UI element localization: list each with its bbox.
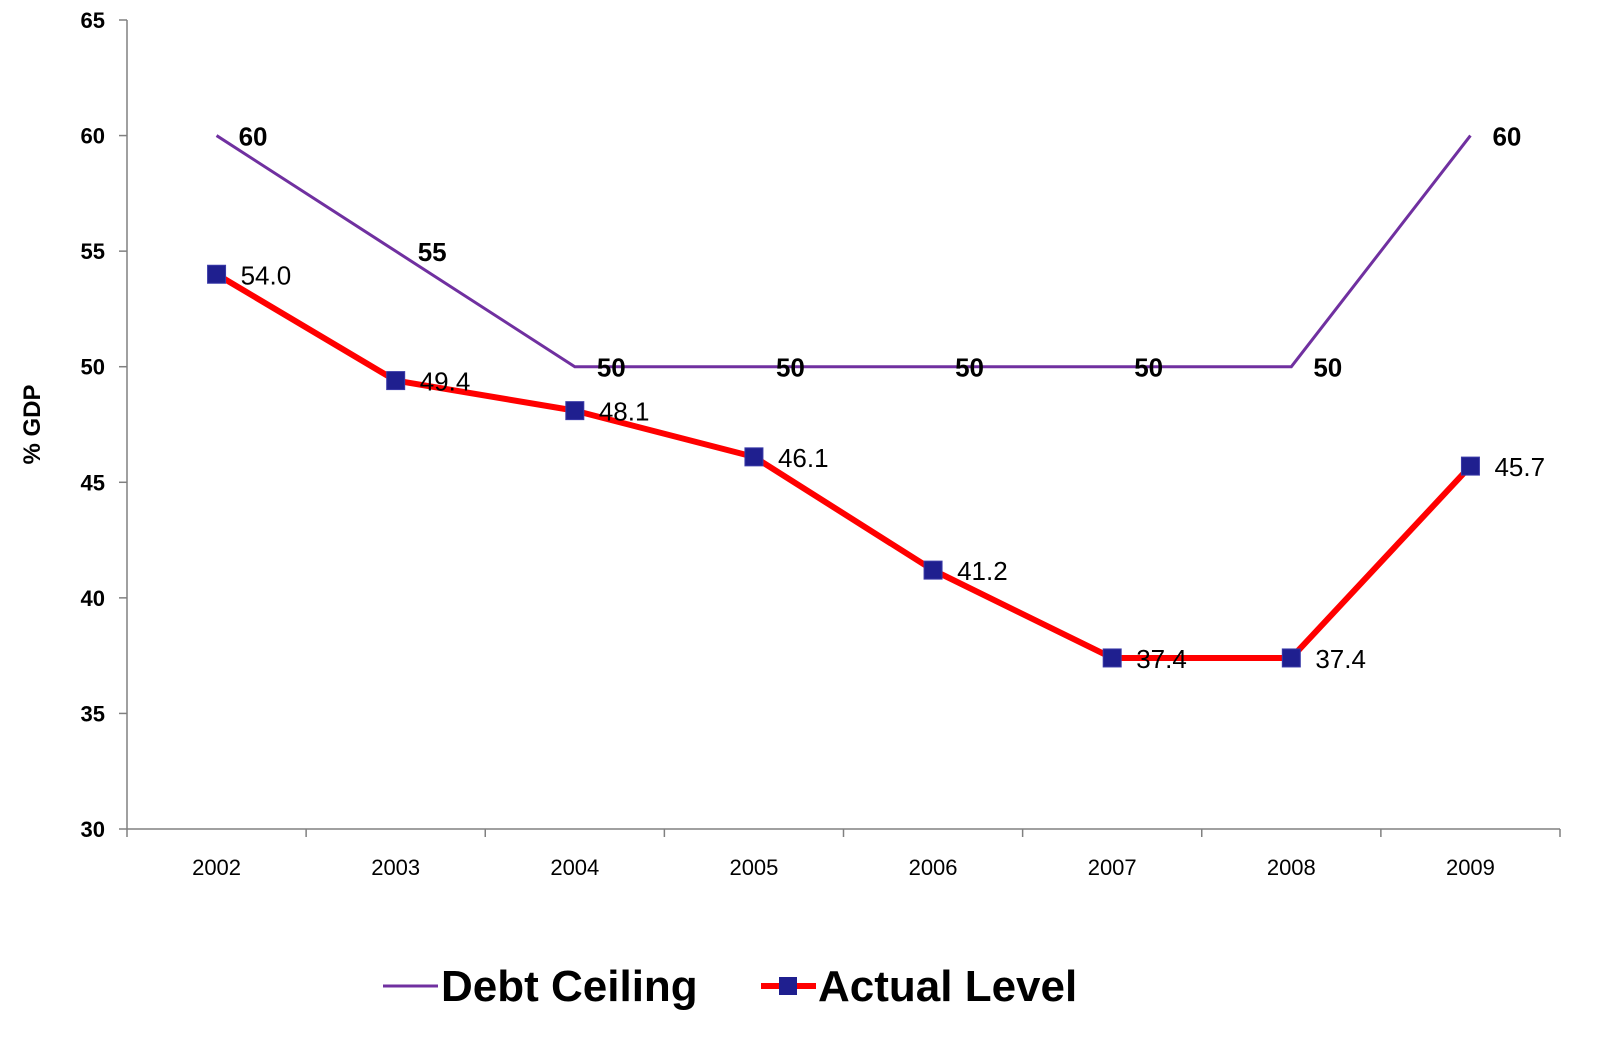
x-tick-label: 2007 bbox=[1088, 855, 1137, 880]
y-tick-label: 30 bbox=[81, 817, 105, 842]
y-tick-label: 60 bbox=[81, 124, 105, 149]
y-axis-title: % GDP bbox=[19, 384, 46, 464]
actual-level-data-label: 37.4 bbox=[1136, 644, 1187, 674]
actual-level-data-label: 45.7 bbox=[1494, 452, 1545, 482]
actual-level-marker bbox=[386, 371, 406, 391]
series-line-debt-ceiling bbox=[215, 134, 1472, 369]
debt-ceiling-data-label: 60 bbox=[239, 122, 268, 152]
actual-level-marker bbox=[923, 560, 943, 580]
legend-label-actual-level: Actual Level bbox=[818, 962, 1077, 1011]
y-tick-label: 40 bbox=[81, 586, 105, 611]
x-tick-label: 2002 bbox=[192, 855, 241, 880]
actual-level-data-label: 48.1 bbox=[599, 397, 650, 427]
debt-ceiling-data-label: 50 bbox=[955, 353, 984, 383]
actual-level-marker bbox=[744, 447, 764, 467]
actual-level-marker bbox=[1102, 648, 1122, 668]
actual-level-data-label: 41.2 bbox=[957, 556, 1008, 586]
y-tick-label: 55 bbox=[81, 239, 105, 264]
actual-level-marker bbox=[1281, 648, 1301, 668]
y-axis-title-group: % GDP bbox=[19, 384, 46, 464]
axes: 30 35 40 45 50 55 60 65 2002 2003 2004 2005 2006 2007… bbox=[81, 8, 1561, 880]
legend: Debt Ceiling Actual Level bbox=[383, 962, 1077, 1011]
x-tick-label: 2008 bbox=[1267, 855, 1316, 880]
actual-level-marker bbox=[565, 401, 585, 421]
x-tick-label: 2005 bbox=[729, 855, 778, 880]
debt-ceiling-data-label: 55 bbox=[418, 237, 447, 267]
data-labels: 60 55 50 50 50 50 50 60 54.0 49.4 48.1 46.1 41.2 37.4… bbox=[239, 122, 1545, 674]
legend-label-debt-ceiling: Debt Ceiling bbox=[441, 962, 698, 1011]
debt-ceiling-data-label: 60 bbox=[1492, 122, 1521, 152]
debt-ceiling-data-label: 50 bbox=[597, 353, 626, 383]
y-tick-label: 65 bbox=[81, 8, 105, 33]
y-tick-label: 35 bbox=[81, 701, 105, 726]
debt-ceiling-data-label: 50 bbox=[776, 353, 805, 383]
x-tick-label: 2009 bbox=[1446, 855, 1495, 880]
actual-level-marker bbox=[1460, 456, 1480, 476]
actual-level-marker bbox=[207, 264, 227, 284]
legend-marker-actual-level bbox=[779, 977, 797, 995]
series-layer bbox=[207, 134, 1480, 668]
series-line-actual-level bbox=[215, 271, 1473, 661]
x-tick-label: 2004 bbox=[550, 855, 599, 880]
actual-level-data-label: 46.1 bbox=[778, 443, 829, 473]
actual-level-data-label: 49.4 bbox=[420, 367, 471, 397]
actual-level-data-label: 37.4 bbox=[1315, 644, 1366, 674]
x-tick-label: 2006 bbox=[909, 855, 958, 880]
y-tick-label: 50 bbox=[81, 355, 105, 380]
actual-level-data-label: 54.0 bbox=[241, 260, 292, 290]
y-tick-label: 45 bbox=[81, 470, 105, 495]
x-tick-label: 2003 bbox=[371, 855, 420, 880]
debt-ceiling-data-label: 50 bbox=[1134, 353, 1163, 383]
debt-ceiling-data-label: 50 bbox=[1313, 353, 1342, 383]
